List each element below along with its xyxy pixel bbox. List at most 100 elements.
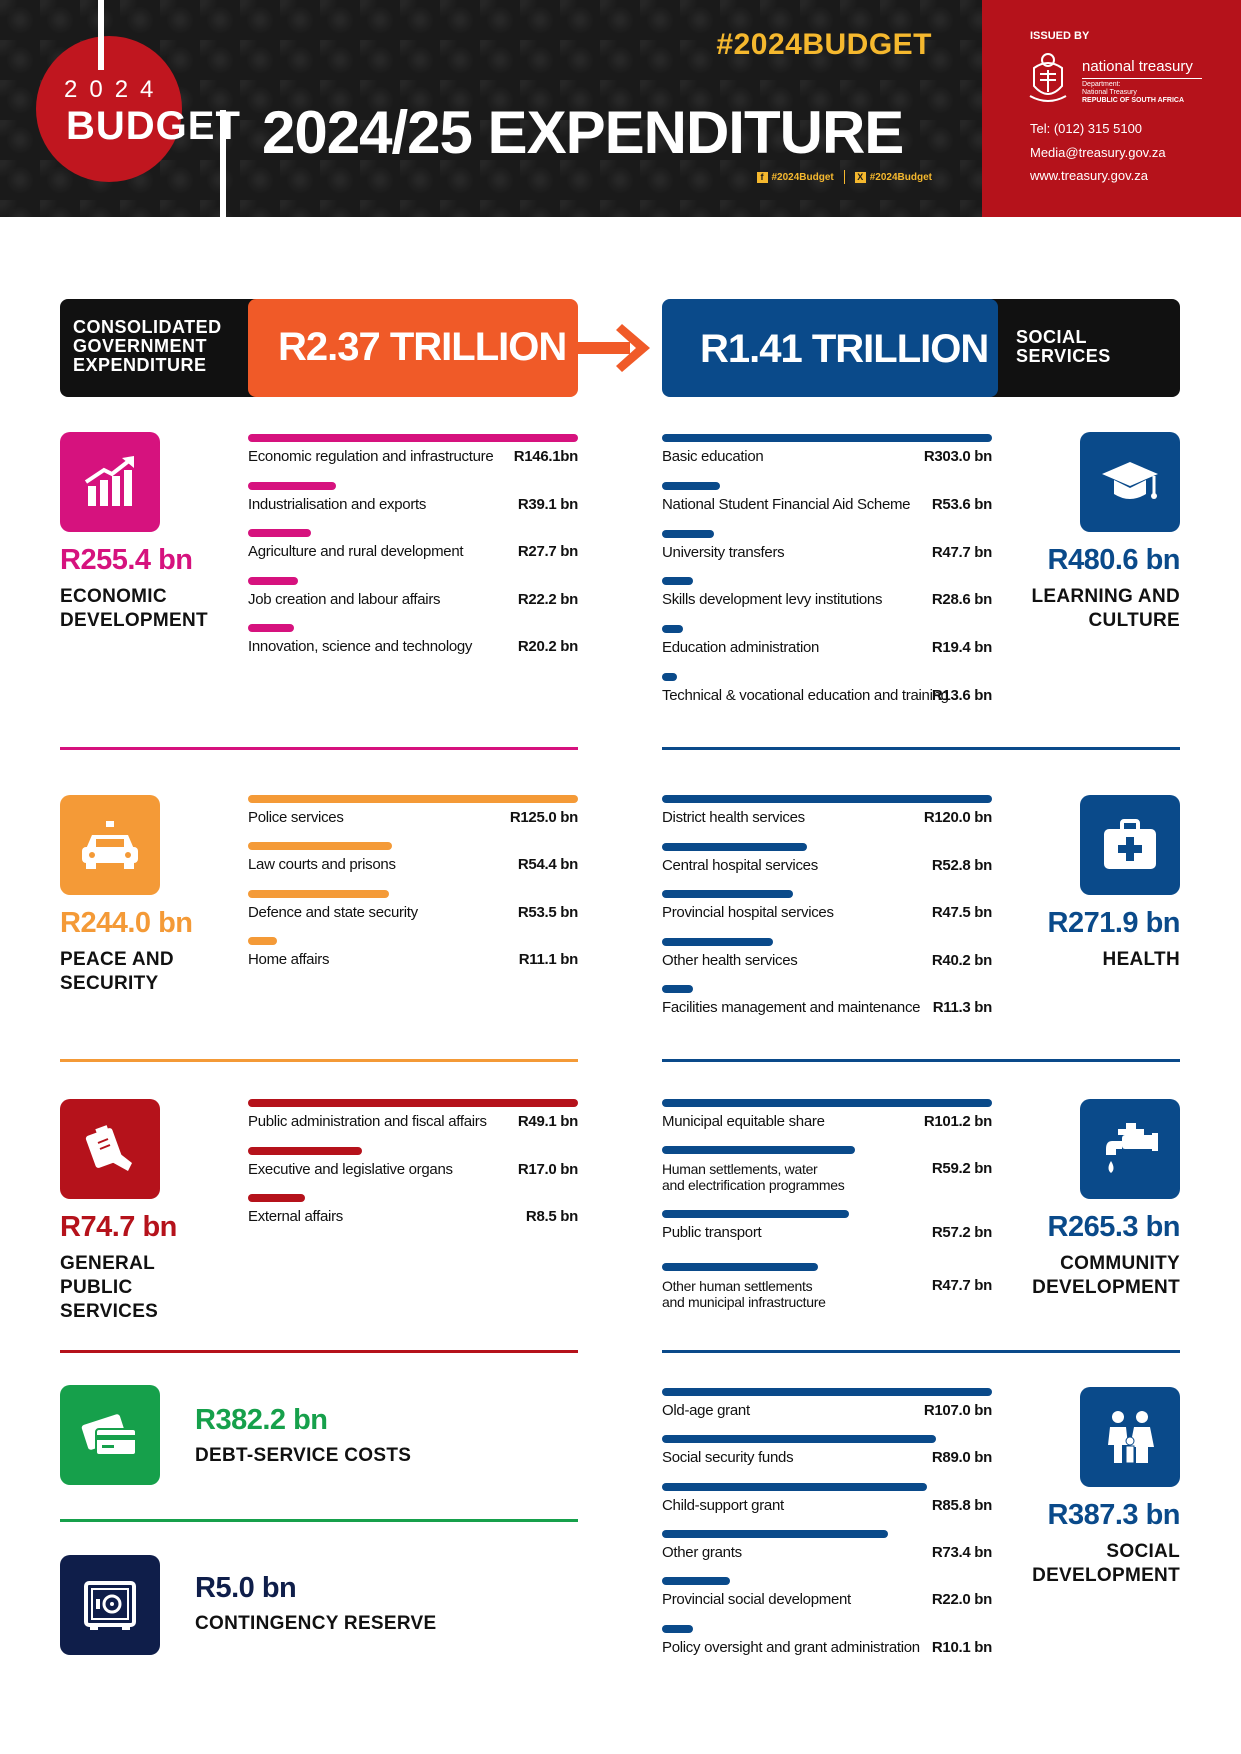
expenditure-bar [662, 577, 694, 586]
contact-email[interactable]: Media@treasury.gov.za [1030, 145, 1166, 160]
expenditure-item-name: Provincial hospital services [662, 904, 834, 921]
section-title: DEBT-SERVICE COSTS [195, 1445, 412, 1466]
expenditure-item-value: R53.6 bn [931, 495, 992, 513]
hashtag: #2024BUDGET [716, 28, 932, 61]
section-title: ECONOMIC DEVELOPMENT [60, 586, 208, 631]
divider [843, 170, 845, 184]
expenditure-item-value: R85.8 bn [931, 1496, 992, 1514]
expenditure-item: Skills development levy institutions R28.… [662, 577, 992, 611]
divider [60, 1519, 578, 1522]
expenditure-item: Economic regulation and infrastructure R1… [248, 434, 578, 468]
expenditure-item-value: R47.5 bn [931, 904, 992, 921]
banner-amount-box [662, 299, 998, 397]
section-title: CONTINGENCY RESERVE [195, 1613, 437, 1634]
expenditure-item: Policy oversight and grant administratio… [662, 1624, 992, 1659]
expenditure-item-name: Defence and state security [248, 903, 418, 921]
section-title: GENERAL PUBLIC SERVICES [60, 1253, 159, 1322]
section-total: R387.3 bn [1047, 1499, 1181, 1531]
health-icon-box [1080, 795, 1180, 895]
credit-cards-icon [81, 1414, 137, 1456]
x-tag[interactable]: X #2024Budget [854, 171, 932, 183]
section-title: PEACE AND SECURITY [60, 949, 174, 994]
expenditure-bar [662, 842, 808, 851]
divider [662, 747, 1180, 750]
expenditure-item-value: R52.8 bn [931, 856, 992, 874]
facebook-tag[interactable]: f #2024Budget [756, 171, 834, 183]
divider [662, 1350, 1180, 1353]
issued-by-label: ISSUED BY [1030, 30, 1090, 42]
divider [1082, 78, 1202, 79]
expenditure-bar [662, 1624, 694, 1633]
economic-icon-box [60, 432, 160, 532]
section-title: LEARNING AND CULTURE [1031, 586, 1180, 631]
issuer-panel: ISSUED BY national treasury Department: … [982, 0, 1241, 217]
expenditure-item-name: Public administration and fiscal affairs [248, 1113, 487, 1130]
expenditure-item-name: Provincial social development [662, 1591, 851, 1609]
expenditure-item-name: Innovation, science and technology [248, 638, 473, 655]
expenditure-bar [662, 795, 992, 803]
expenditure-item-name: Police services [248, 809, 344, 826]
expenditure-item: Facilities management and maintenance R11… [662, 985, 992, 1019]
budget-logo-word: BUDGET [66, 104, 241, 148]
section-total: R382.2 bn [195, 1404, 328, 1436]
learning-icon-box [1080, 432, 1180, 532]
expenditure-item: Other human settlements and municipal in… [662, 1263, 992, 1310]
expenditure-bar [662, 529, 714, 538]
expenditure-bar [662, 1435, 937, 1444]
expenditure-item-value: R39.1 bn [517, 495, 578, 513]
expenditure-item-name: Facilities management and maintenance [662, 999, 921, 1016]
budget-logo-year: 2024 [64, 76, 166, 103]
expenditure-item-value: R10.1 bn [931, 1638, 992, 1656]
issuer-subtitle: Department: National Treasury REPUBLIC O… [1082, 81, 1184, 105]
divider [662, 1059, 1180, 1062]
issuer-name: national treasury [1082, 58, 1193, 75]
expenditure-item-value: R303.0 bn [923, 448, 992, 465]
expenditure-item-value: R107.0 bn [923, 1402, 992, 1419]
expenditure-item-name: Public transport [662, 1224, 762, 1241]
expenditure-bar [248, 1194, 306, 1202]
expenditure-item: National Student Financial Aid Scheme R53… [662, 481, 992, 516]
expenditure-item: Other health services R40.2 bn [662, 937, 992, 972]
expenditure-item-name: Municipal equitable share [662, 1113, 825, 1130]
expenditure-item: Central hospital services R52.8 bn [662, 842, 992, 877]
budget-logo-circle [36, 36, 182, 182]
expenditure-item-value: R49.1 bn [517, 1113, 578, 1130]
safe-icon [84, 1581, 136, 1630]
expenditure-item-value: R125.0 bn [509, 809, 578, 826]
expenditure-bar [662, 937, 773, 946]
expenditure-bar [248, 1146, 363, 1155]
expenditure-item-value: R13.6 bn [931, 687, 992, 704]
expenditure-item-name: Skills development levy institutions [662, 591, 883, 609]
expenditure-bar [248, 1099, 578, 1107]
expenditure-item-name: Home affairs [248, 950, 330, 968]
expenditure-item-name: National Student Financial Aid Scheme [662, 495, 911, 513]
page-title: 2024/25 EXPENDITURE [262, 99, 904, 166]
facebook-hashtag: #2024Budget [771, 171, 834, 183]
expenditure-item-name: Education administration [662, 639, 820, 657]
section-total: R74.7 bn [60, 1211, 177, 1243]
budget-logo-line [98, 0, 104, 70]
clipboard-hand-icon [85, 1125, 132, 1171]
expenditure-item-value: R73.4 bn [931, 1543, 992, 1561]
header-banner: 2024 BUDGET #2024BUDGET 2024/25 EXPENDIT… [0, 0, 982, 217]
section-total: R271.9 bn [1047, 907, 1181, 939]
banner-label: CONSOLIDATED GOVERNMENT EXPENDITURE [73, 317, 222, 375]
expenditure-item: Home affairs R11.1 bn [248, 936, 578, 971]
expenditure-item: District health services R120.0 bn [662, 795, 992, 829]
general-icon-box [60, 1099, 160, 1199]
expenditure-item: Executive and legislative organs R17.0 bn [248, 1146, 578, 1181]
expenditure-item: Job creation and labour affairs R22.2 bn [248, 576, 578, 611]
graduation-cap-icon [1102, 462, 1158, 499]
banner-amount: R1.41 TRILLION [700, 327, 989, 371]
expenditure-item-name: Central hospital services [662, 856, 818, 874]
contact-website[interactable]: www.treasury.gov.za [1030, 168, 1149, 183]
expenditure-item-name: Other human settlements and municipal in… [662, 1278, 826, 1310]
expenditure-item-name: Agriculture and rural development [248, 543, 464, 560]
section-total: R255.4 bn [60, 544, 193, 576]
expenditure-item-name: Industrialisation and exports [248, 495, 427, 513]
expenditure-bar [248, 795, 578, 803]
expenditure-item-value: R27.7 bn [517, 543, 578, 560]
expenditure-item: Municipal equitable share R101.2 bn [662, 1099, 992, 1133]
arrow-right-icon [578, 324, 650, 372]
expenditure-item: Provincial hospital services R47.5 bn [662, 890, 992, 924]
